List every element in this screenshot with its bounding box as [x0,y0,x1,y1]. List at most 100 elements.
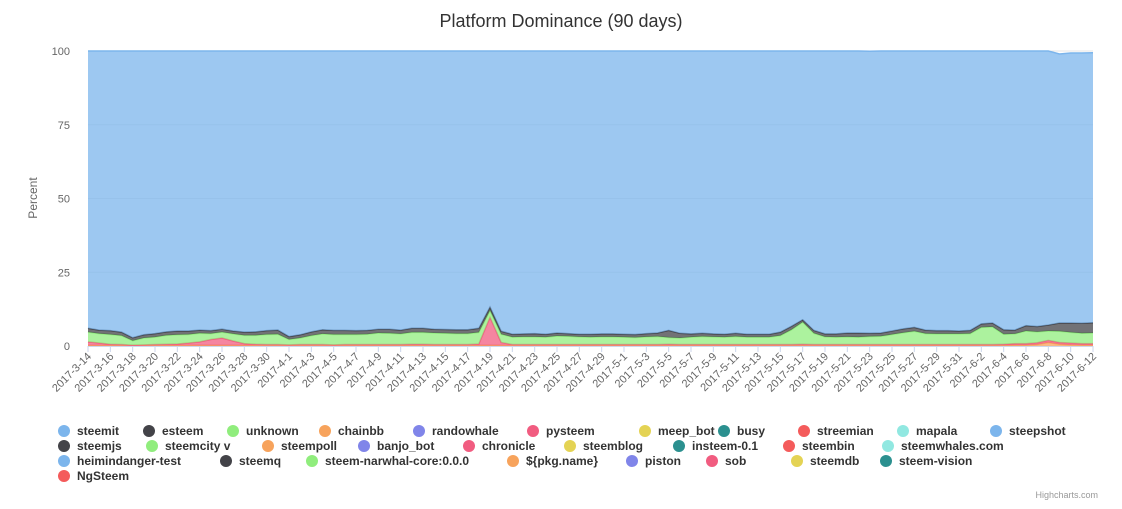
legend-label: ${pkg.name} [526,454,598,468]
y-tick-label: 75 [58,120,70,132]
legend-symbol [783,440,795,452]
legend-item-unknown[interactable]: unknown [227,424,299,438]
legend-item-steepshot[interactable]: steepshot [990,424,1066,438]
y-axis-ticks: 0 25 50 75 100 [52,46,70,353]
legend-item-steemcity v[interactable]: steemcity v [146,439,231,453]
legend-item-${pkg.name}[interactable]: ${pkg.name} [507,454,598,468]
legend-item-esteem[interactable]: esteem [143,424,203,438]
legend-label: NgSteem [77,469,129,483]
legend-item-steem-narwhal-core:0.0.0[interactable]: steem-narwhal-core:0.0.0 [306,454,469,468]
legend-symbol [882,440,894,452]
legend-item-steembin[interactable]: steembin [783,439,855,453]
legend-item-chainbb[interactable]: chainbb [319,424,384,438]
legend-symbol [58,455,70,467]
legend-label: unknown [246,424,299,438]
legend-item-streemian[interactable]: streemian [798,424,874,438]
legend-label: insteem-0.1 [692,439,758,453]
legend: steemit esteem unknown chainbb randowhale pys… [58,424,1066,483]
y-tick-label: 50 [58,194,70,206]
legend-item-banjo_bot[interactable]: banjo_bot [358,439,434,453]
legend-label: steempoll [281,439,337,453]
legend-symbol [58,440,70,452]
legend-symbol [463,440,475,452]
chart-title: Platform Dominance (90 days) [439,11,682,31]
legend-label: steembin [802,439,855,453]
legend-item-heimindanger-test[interactable]: heimindanger-test [58,454,181,468]
legend-label: pysteem [546,424,595,438]
legend-item-pysteem[interactable]: pysteem [527,424,595,438]
legend-symbol [990,425,1002,437]
legend-symbol [58,470,70,482]
legend-label: mapala [916,424,958,438]
x-axis-ticks: 2017-3-142017-3-162017-3-182017-3-202017… [50,346,1099,395]
legend-item-piston[interactable]: piston [626,454,681,468]
stacked-areas [87,50,1094,347]
legend-item-steemjs[interactable]: steemjs [58,439,122,453]
legend-label: piston [645,454,681,468]
legend-label: steemcity v [165,439,231,453]
legend-item-chronicle[interactable]: chronicle [463,439,536,453]
area-series-unknown[interactable] [88,310,1093,346]
legend-label: chainbb [338,424,384,438]
legend-symbol [143,425,155,437]
legend-item-insteem-0.1[interactable]: insteem-0.1 [673,439,758,453]
legend-label: steemjs [77,439,122,453]
legend-item-steemblog[interactable]: steemblog [564,439,643,453]
legend-symbol [626,455,638,467]
legend-symbol [706,455,718,467]
legend-label: steemq [239,454,281,468]
y-tick-label: 0 [64,341,70,353]
legend-item-steem-vision[interactable]: steem-vision [880,454,972,468]
legend-symbol [897,425,909,437]
legend-item-steemdb[interactable]: steemdb [791,454,859,468]
legend-symbol [880,455,892,467]
legend-label: steem-vision [899,454,972,468]
legend-label: steemwhales.com [901,439,1004,453]
y-tick-label: 100 [52,46,70,58]
legend-label: steemdb [810,454,859,468]
y-axis-title: Percent [26,177,40,219]
legend-symbol [673,440,685,452]
legend-label: steemblog [583,439,643,453]
legend-item-steempoll[interactable]: steempoll [262,439,337,453]
legend-label: steepshot [1009,424,1066,438]
area-series-esteem[interactable] [88,307,1093,341]
legend-item-meep_bot[interactable]: meep_bot [639,424,715,438]
legend-label: randowhale [432,424,499,438]
legend-label: heimindanger-test [77,454,181,468]
legend-symbol [527,425,539,437]
legend-symbol [639,425,651,437]
credits-link[interactable]: Highcharts.com [1035,490,1098,500]
y-tick-label: 25 [58,267,70,279]
legend-label: meep_bot [658,424,715,438]
legend-symbol [146,440,158,452]
area-series-steemit[interactable] [88,51,1093,338]
legend-label: busy [737,424,765,438]
legend-item-busy[interactable]: busy [718,424,765,438]
legend-item-steemit[interactable]: steemit [58,424,119,438]
legend-symbol [262,440,274,452]
legend-symbol [306,455,318,467]
legend-label: sob [725,454,746,468]
legend-symbol [413,425,425,437]
area-line-steemit [88,50,1094,55]
legend-item-sob[interactable]: sob [706,454,746,468]
legend-symbol [798,425,810,437]
legend-item-NgSteem[interactable]: NgSteem [58,469,129,483]
legend-label: streemian [817,424,874,438]
legend-symbol [564,440,576,452]
legend-item-mapala[interactable]: mapala [897,424,958,438]
legend-item-steemwhales.com[interactable]: steemwhales.com [882,439,1004,453]
legend-label: steem-narwhal-core:0.0.0 [325,454,469,468]
legend-symbol [220,455,232,467]
legend-symbol [507,455,519,467]
legend-symbol [791,455,803,467]
legend-symbol [58,425,70,437]
legend-symbol [227,425,239,437]
legend-item-steemq[interactable]: steemq [220,454,281,468]
legend-symbol [358,440,370,452]
legend-item-randowhale[interactable]: randowhale [413,424,499,438]
legend-symbol [319,425,331,437]
legend-symbol [718,425,730,437]
